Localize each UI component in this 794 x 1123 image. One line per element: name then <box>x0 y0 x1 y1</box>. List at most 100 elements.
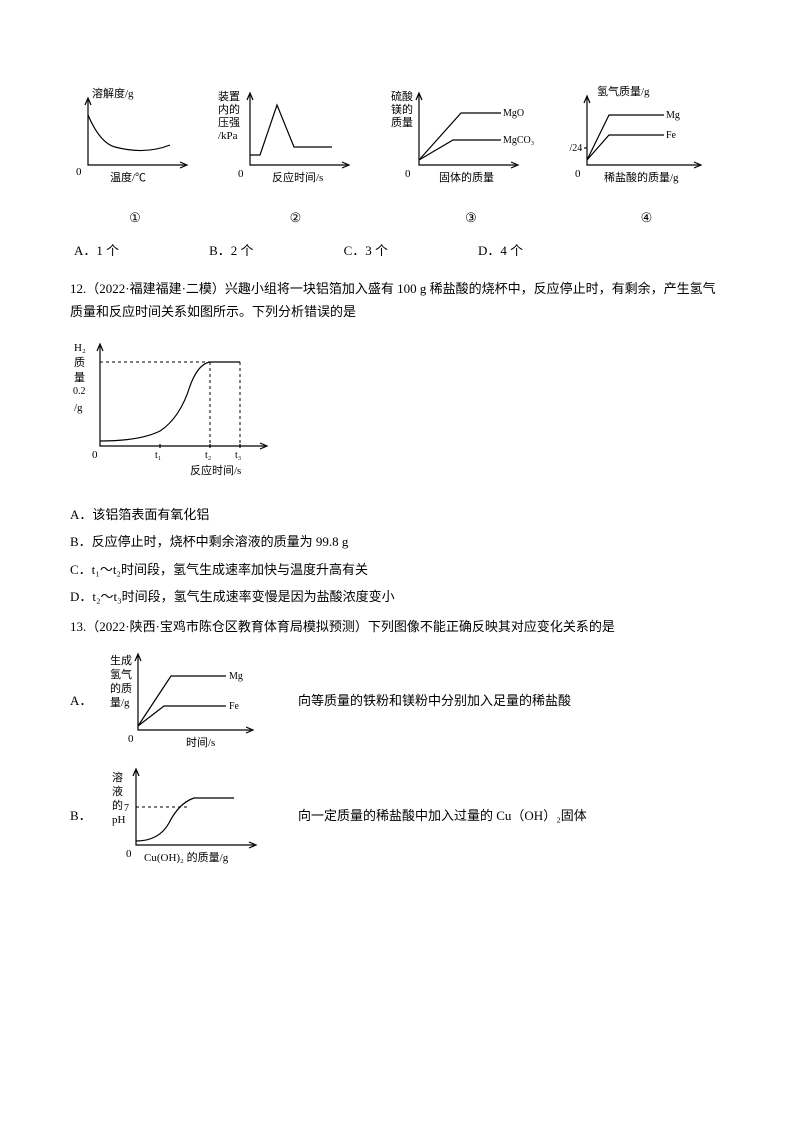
q13a-yl3: 量/g <box>110 696 130 709</box>
chart1-xlabel: 温度/℃ <box>110 170 146 184</box>
q12-ytick: 0.2 <box>73 386 86 397</box>
q12-opt-b: B．反应停止时，烧杯中剩余溶液的质量为 99.8 g <box>70 530 724 553</box>
q13a-desc: 向等质量的铁粉和镁粉中分别加入足量的稀盐酸 <box>298 689 571 712</box>
chart-svg-wrap: 溶解度/g 0 温度/℃ <box>70 80 200 200</box>
q11-opt-c: C．3 个 <box>344 239 388 262</box>
chart-svg-wrap: 装置 内的 压强 /kPa 0 反应时间/s <box>218 80 373 200</box>
q12-origin: 0 <box>92 449 98 461</box>
q12-t3: t₃ <box>235 450 241 461</box>
chart4-ylabel: 氢气质量/g <box>597 85 650 98</box>
q12-yl3: /g <box>74 402 83 414</box>
q12-yl0: H₂ <box>74 342 86 354</box>
chart4-line-fe <box>587 135 664 160</box>
axis-line <box>136 771 254 845</box>
chart-3: 硫酸 镁的 质量 MgO MgCO₃ 0 固体的质量 ③ <box>391 80 551 229</box>
q12-opt-a: A．该铝箔表面有氧化铝 <box>70 503 724 526</box>
arrow-icon <box>135 654 253 733</box>
q13a-yl0: 生成 <box>110 653 132 667</box>
axis-line <box>250 95 347 165</box>
q13-stem: 13.（2022·陕西·宝鸡市陈仓区教育体育局模拟预测）下列图像不能正确反映其对… <box>70 615 724 638</box>
q12-opt-d: D．t₂～t₃时间段，氢气生成速率变慢是因为盐酸浓度变小 <box>70 585 724 608</box>
chart-4: 氢气质量/g Mg Fe a/24 0 稀盐酸的质量/g ④ <box>569 80 724 229</box>
chart3-label-mgco3: MgCO₃ <box>503 135 534 146</box>
q13b-origin: 0 <box>126 848 132 860</box>
q13a-label-fe: Fe <box>229 701 240 712</box>
q13a-svg: 生成 氢气 的质 量/g Mg Fe 0 时间/s <box>110 648 280 753</box>
q13a-xlabel: 时间/s <box>186 736 215 749</box>
chart-1-svg: 溶解度/g 0 温度/℃ <box>70 85 200 200</box>
q11-charts-row: 溶解度/g 0 温度/℃ ① 装置 内的 压强 /kPa 0 <box>70 80 724 229</box>
chart2-num: ② <box>290 206 302 229</box>
chart3-line-mgco3 <box>419 140 501 160</box>
q13b-ytick: 7 <box>124 803 129 814</box>
q12-yl2: 量 <box>74 371 85 384</box>
q12-chart: H₂ 质 量 /g 0.2 0 t₁ t₂ t₃ 反应时间/s <box>70 336 724 493</box>
q12-t2: t₂ <box>205 450 211 461</box>
q12-curve <box>100 362 240 441</box>
arrow-icon <box>584 96 701 168</box>
q13b-yl3: pH <box>112 814 126 826</box>
q13b-yl1: 液 <box>112 784 123 798</box>
chart3-xlabel: 固体的质量 <box>439 170 494 184</box>
c3-yl0: 硫酸 <box>391 89 413 103</box>
chart2-xlabel: 反应时间/s <box>272 170 323 184</box>
axis-line <box>88 100 185 165</box>
chart4-line-mg <box>587 115 664 160</box>
chart1-num: ① <box>129 206 141 229</box>
q12-t1: t₁ <box>155 450 161 461</box>
chart-3-svg: 硫酸 镁的 质量 MgO MgCO₃ 0 固体的质量 <box>391 85 551 200</box>
arrow-icon <box>133 769 256 848</box>
q11-opt-a: A．1 个 <box>74 239 119 262</box>
chart3-label-mgo: MgO <box>503 108 524 119</box>
q13-option-b: B． 溶 液 的 pH 7 0 Cu(OH)₂ 的质量/g 向一定质量的稀盐酸中… <box>70 763 724 868</box>
origin-label: 0 <box>76 166 82 178</box>
q13b-curve <box>136 798 234 841</box>
c2-yl3: /kPa <box>218 130 238 142</box>
q13b-yl0: 溶 <box>112 770 123 784</box>
c2-yl1: 内的 <box>218 102 240 116</box>
q13-option-a: A． 生成 氢气 的质 量/g Mg Fe 0 时间/s 向等质量的铁粉和镁粉中… <box>70 648 724 753</box>
chart-2-svg: 装置 内的 压强 /kPa 0 反应时间/s <box>218 85 373 200</box>
chart4-ytick: a/24 <box>569 143 582 154</box>
q13a-label-mg: Mg <box>229 671 243 682</box>
chart3-num: ③ <box>465 206 477 229</box>
c3-yl1: 镁的 <box>391 102 413 116</box>
chart-svg-wrap: 硫酸 镁的 质量 MgO MgCO₃ 0 固体的质量 <box>391 80 551 200</box>
chart1-curve <box>88 115 170 151</box>
arrow-icon <box>247 93 349 168</box>
q13a-line-fe <box>138 706 226 726</box>
q11-opt-d: D．4 个 <box>478 239 523 262</box>
q11-options: A．1 个 B．2 个 C．3 个 D．4 个 <box>70 239 724 262</box>
q11-opt-b: B．2 个 <box>209 239 253 262</box>
q12-svg: H₂ 质 量 /g 0.2 0 t₁ t₂ t₃ 反应时间/s <box>70 336 300 486</box>
chart-1: 溶解度/g 0 温度/℃ ① <box>70 80 200 229</box>
arrow-icon <box>416 93 518 168</box>
arrow-icon <box>97 344 267 449</box>
axis-line <box>587 98 699 165</box>
q12-opt-c: C．t₁～t₂时间段，氢气生成速率加快与温度升高有关 <box>70 558 724 581</box>
q12-stem: 12.（2022·福建福建·二模）兴趣小组将一块铝箔加入盛有 100 g 稀盐酸… <box>70 277 724 324</box>
c2-yl0: 装置 <box>218 90 240 103</box>
chart2-curve <box>250 105 332 155</box>
chart-2: 装置 内的 压强 /kPa 0 反应时间/s ② <box>218 80 373 229</box>
origin-label: 0 <box>238 168 244 180</box>
chart4-num: ④ <box>641 206 653 229</box>
chart1-ylabel: 溶解度/g <box>92 86 134 100</box>
chart4-label-mg: Mg <box>666 110 680 121</box>
q12-xlabel: 反应时间/s <box>190 463 241 477</box>
q13b-desc: 向一定质量的稀盐酸中加入过量的 Cu（OH）₂固体 <box>298 804 587 827</box>
origin-label: 0 <box>575 168 581 180</box>
arrow-icon <box>85 98 187 168</box>
q13b-xlabel: Cu(OH)₂ 的质量/g <box>144 850 229 864</box>
chart-svg-wrap: 氢气质量/g Mg Fe a/24 0 稀盐酸的质量/g <box>569 80 724 200</box>
c2-yl2: 压强 <box>218 116 240 129</box>
c3-yl2: 质量 <box>391 116 413 129</box>
chart-4-svg: 氢气质量/g Mg Fe a/24 0 稀盐酸的质量/g <box>569 85 724 200</box>
q13a-yl1: 氢气 <box>110 667 132 681</box>
chart4-xlabel: 稀盐酸的质量/g <box>604 170 679 184</box>
q13a-origin: 0 <box>128 733 134 745</box>
axis-line <box>419 95 516 165</box>
origin-label: 0 <box>405 168 411 180</box>
chart4-label-fe: Fe <box>666 130 677 141</box>
q13a-yl2: 的质 <box>110 681 132 695</box>
